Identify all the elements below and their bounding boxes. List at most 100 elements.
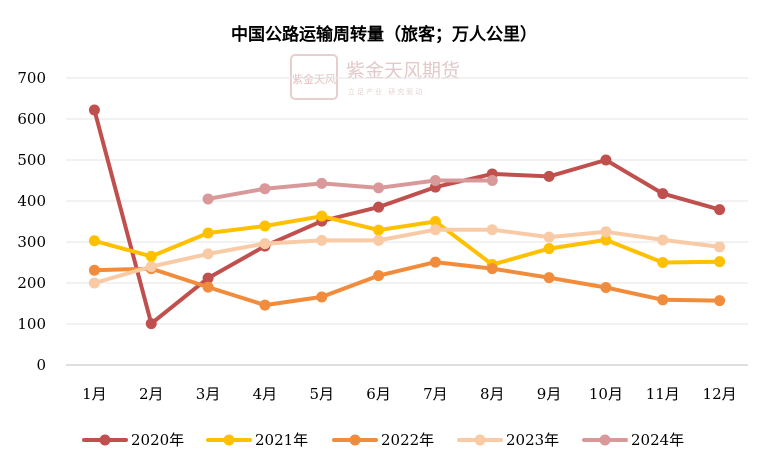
y-tick-label: 100 <box>17 315 46 333</box>
data-point <box>543 243 555 255</box>
data-point <box>88 235 100 247</box>
watermark: 紫金天风 紫金天风期货 立足产业 研究驱动 <box>290 54 460 100</box>
data-point <box>202 193 214 205</box>
data-point <box>543 231 555 243</box>
data-point <box>145 318 157 330</box>
watermark-seal-text: 紫金天风 <box>292 72 336 86</box>
data-point <box>88 104 100 116</box>
data-point <box>88 264 100 276</box>
data-point <box>600 154 612 166</box>
legend-swatch-marker <box>349 434 361 446</box>
series-3 <box>88 224 726 289</box>
data-point <box>714 295 726 307</box>
y-tick-label: 200 <box>17 274 46 292</box>
legend-label: 2021年 <box>255 431 308 449</box>
data-point <box>714 256 726 268</box>
data-point <box>259 238 271 250</box>
data-point <box>486 224 498 236</box>
x-tick-label: 2月 <box>139 385 164 403</box>
series-4 <box>202 175 498 205</box>
series-layer <box>88 104 726 330</box>
y-tick-label: 400 <box>17 192 46 210</box>
watermark-slogan: 立足产业 研究驱动 <box>348 87 424 96</box>
data-point <box>657 234 669 246</box>
x-tick-label: 8月 <box>480 385 505 403</box>
x-tick-label: 6月 <box>366 385 391 403</box>
series-line <box>92 260 722 308</box>
series-line <box>206 178 495 201</box>
data-point <box>657 257 669 268</box>
series-line <box>92 227 722 285</box>
data-point <box>429 175 441 186</box>
y-tick-label: 300 <box>17 233 46 251</box>
data-point <box>429 224 441 236</box>
x-tick-label: 7月 <box>423 385 448 403</box>
chart-title: 中国公路运输周转量（旅客；万人公里） <box>231 24 537 45</box>
watermark-brand: 紫金天风期货 <box>346 60 460 82</box>
legend-swatch-marker <box>474 434 486 446</box>
legend-item: 2020年 <box>82 431 184 449</box>
data-point <box>202 272 214 284</box>
data-point <box>600 226 612 238</box>
data-point <box>486 263 498 275</box>
x-tick-label: 1月 <box>82 385 107 403</box>
series-1 <box>88 210 726 271</box>
series-2 <box>88 256 726 311</box>
data-point <box>316 291 328 303</box>
x-tick-label: 4月 <box>253 385 278 403</box>
y-tick-label: 700 <box>17 69 46 87</box>
legend-swatch-marker <box>223 434 235 446</box>
data-point <box>316 234 328 246</box>
data-point <box>88 277 100 289</box>
x-tick-label: 11月 <box>646 385 680 403</box>
x-tick-label: 9月 <box>537 385 562 403</box>
data-point <box>316 210 328 222</box>
watermark-seal <box>290 54 338 100</box>
legend-label: 2020年 <box>131 431 184 449</box>
data-point <box>316 177 328 189</box>
data-point <box>600 234 612 246</box>
y-tick-label: 600 <box>17 110 46 128</box>
data-point <box>714 241 726 253</box>
data-point <box>373 182 385 194</box>
x-tick-label: 3月 <box>196 385 221 403</box>
legend-item: 2022年 <box>332 431 434 449</box>
data-point <box>600 282 612 294</box>
legend-swatch-marker <box>599 434 611 446</box>
data-point <box>429 216 441 227</box>
data-point <box>373 201 385 213</box>
data-point <box>373 234 385 246</box>
x-axis: 1月 2月 3月 4月 5月 6月 7月 8月 9月 10月 11月 12月 <box>82 385 736 403</box>
x-tick-label: 12月 <box>703 385 737 403</box>
data-point <box>202 227 214 239</box>
x-tick-label: 5月 <box>309 385 334 403</box>
y-tick-label: 0 <box>36 356 46 374</box>
legend: 2020年 2021年 2022年 2023年 2024年 <box>82 431 684 449</box>
data-point <box>486 175 498 186</box>
data-point <box>657 188 669 200</box>
data-point <box>145 261 157 273</box>
legend-item: 2021年 <box>206 431 308 449</box>
y-tick-label: 500 <box>17 151 46 169</box>
legend-label: 2022年 <box>381 431 434 449</box>
data-point <box>145 250 157 262</box>
legend-label: 2024年 <box>631 431 684 449</box>
x-tick-label: 10月 <box>589 385 623 403</box>
data-point <box>202 281 214 293</box>
data-point <box>543 170 555 182</box>
legend-item: 2023年 <box>457 431 559 449</box>
data-point <box>543 272 555 284</box>
legend-swatch-marker <box>99 434 111 446</box>
data-point <box>259 183 271 195</box>
grid <box>66 77 748 366</box>
legend-label: 2023年 <box>506 431 559 449</box>
y-axis: 0 100 200 300 400 500 600 700 <box>17 69 46 374</box>
data-point <box>657 294 669 306</box>
series-line <box>92 214 722 267</box>
data-point <box>373 270 385 282</box>
legend-item: 2024年 <box>582 431 684 449</box>
data-point <box>259 220 271 232</box>
data-point <box>429 256 441 268</box>
data-point <box>714 204 726 216</box>
